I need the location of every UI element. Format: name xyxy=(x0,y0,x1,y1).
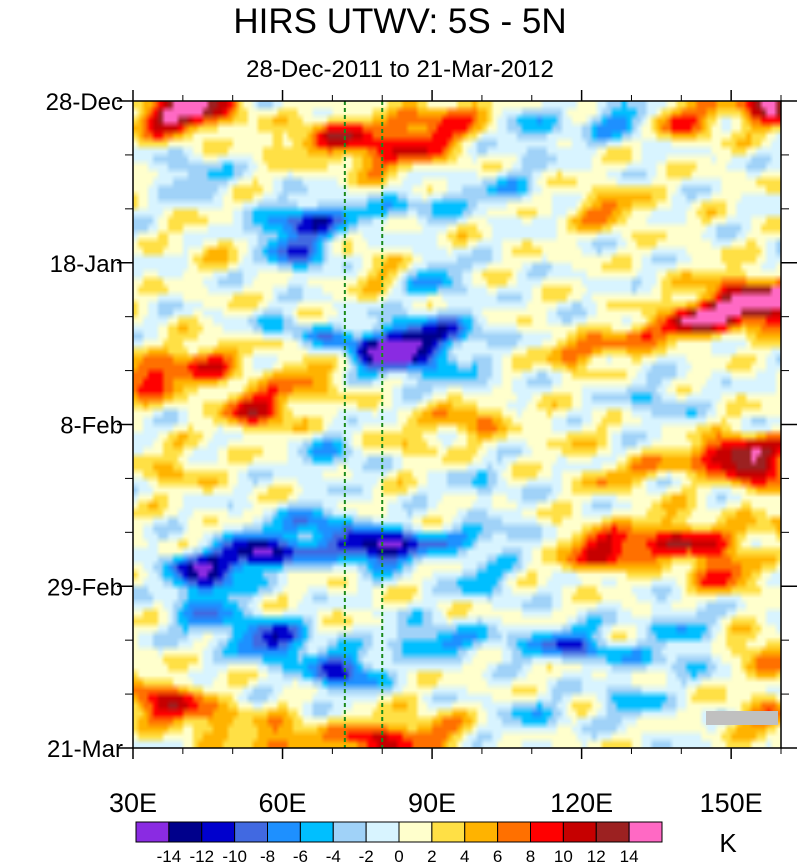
colorbar-label: 6 xyxy=(493,847,502,863)
axis-ticks: 30E 60E 90E 120E 150E 28-Dec 18-Jan 8-Feb 29-Feb… xyxy=(46,89,797,818)
colorbar-swatch xyxy=(201,821,236,843)
colorbar-swatch xyxy=(497,821,531,843)
x-tick-label: 150E xyxy=(700,788,763,818)
hovmoller-field xyxy=(133,101,781,748)
colorbar-swatch xyxy=(562,821,597,843)
y-tick-label: 18-Jan xyxy=(50,251,123,278)
colorbar-swatch xyxy=(267,821,301,843)
chart-subtitle: 28-Dec-2011 to 21-Mar-2012 xyxy=(246,56,554,83)
chart-title: HIRS UTWV: 5S - 5N xyxy=(233,2,567,41)
colorbar-swatch xyxy=(398,821,433,843)
colorbar-label: -14 xyxy=(157,847,182,863)
missing-data-patch xyxy=(706,711,778,725)
colorbar-label: 4 xyxy=(460,847,469,863)
reference-lines xyxy=(343,101,384,748)
x-tick-label: 90E xyxy=(408,788,456,818)
colorbar-label: -2 xyxy=(359,847,374,863)
colorbar-units: K xyxy=(719,828,737,858)
y-tick-label: 8-Feb xyxy=(60,413,123,440)
colorbar-label: -4 xyxy=(326,847,341,863)
colorbar-swatch xyxy=(299,821,334,843)
colorbar-label: 14 xyxy=(620,847,639,863)
colorbar-swatch xyxy=(365,821,400,843)
colorbar-label: -10 xyxy=(222,847,247,863)
colorbar-label: -6 xyxy=(293,847,308,863)
y-tick-label: 21-Mar xyxy=(47,736,123,763)
colorbar-swatch xyxy=(464,821,499,843)
colorbar-label: 12 xyxy=(587,847,606,863)
x-tick-label: 120E xyxy=(550,788,613,818)
colorbar-swatch xyxy=(168,821,203,843)
colorbar-swatch xyxy=(628,821,663,843)
y-tick-label: 29-Feb xyxy=(47,574,123,601)
colorbar-label: -8 xyxy=(260,847,275,863)
colorbar-swatch xyxy=(530,821,564,843)
colorbar-swatch xyxy=(135,821,170,843)
colorbar-swatch xyxy=(234,821,268,843)
y-tick-label: 28-Dec xyxy=(46,89,123,116)
colorbar-label: 8 xyxy=(526,847,535,863)
x-tick-label: 30E xyxy=(109,788,157,818)
colorbar-label: -12 xyxy=(189,847,214,863)
colorbar: -14 -12 -10 -8 -6 -4 -2 0 2 4 6 8 10 12 14 K xyxy=(135,821,737,863)
x-tick-label: 60E xyxy=(259,788,307,818)
colorbar-swatch xyxy=(332,821,367,843)
colorbar-swatch xyxy=(431,821,466,843)
colorbar-label: 0 xyxy=(394,847,403,863)
colorbar-label: 2 xyxy=(427,847,436,863)
colorbar-swatch xyxy=(595,821,630,843)
colorbar-label: 10 xyxy=(554,847,573,863)
